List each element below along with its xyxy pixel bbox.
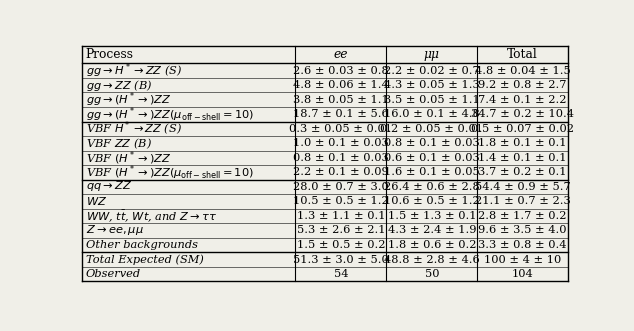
Text: 34.7 ± 0.2 ± 10.4: 34.7 ± 0.2 ± 10.4 [471, 109, 574, 119]
Text: 4.3 ± 0.05 ± 1.3: 4.3 ± 0.05 ± 1.3 [384, 80, 480, 90]
Text: Total: Total [507, 48, 538, 61]
Text: 1.8 ± 0.1 ± 0.1: 1.8 ± 0.1 ± 0.1 [479, 138, 567, 148]
Text: 3.7 ± 0.2 ± 0.1: 3.7 ± 0.2 ± 0.1 [479, 167, 567, 177]
Text: $gg \rightarrow (H^* \rightarrow)ZZ(\mu_{\mathrm{off-shell}} = 10)$: $gg \rightarrow (H^* \rightarrow)ZZ(\mu_… [86, 105, 254, 123]
Text: $gg \rightarrow ZZ$ (B): $gg \rightarrow ZZ$ (B) [86, 78, 152, 93]
Text: $gg \rightarrow H^* \rightarrow ZZ$ (S): $gg \rightarrow H^* \rightarrow ZZ$ (S) [86, 61, 182, 80]
Text: 28.0 ± 0.7 ± 3.0: 28.0 ± 0.7 ± 3.0 [293, 182, 389, 192]
Text: 1.8 ± 0.6 ± 0.2: 1.8 ± 0.6 ± 0.2 [387, 240, 476, 250]
Text: 10.6 ± 0.5 ± 1.2: 10.6 ± 0.5 ± 1.2 [384, 196, 480, 207]
Text: 5.3 ± 2.6 ± 2.1: 5.3 ± 2.6 ± 2.1 [297, 225, 385, 235]
Text: 0.8 ± 0.1 ± 0.03: 0.8 ± 0.1 ± 0.03 [293, 153, 389, 163]
Text: $WW$, $t\bar{t}$, $Wt$, and $Z \rightarrow \tau\tau$: $WW$, $t\bar{t}$, $Wt$, and $Z \rightarr… [86, 208, 217, 224]
Text: 104: 104 [512, 269, 534, 279]
Text: 3.5 ± 0.05 ± 1.1: 3.5 ± 0.05 ± 1.1 [384, 95, 480, 105]
Text: Total Expected (SM): Total Expected (SM) [86, 254, 204, 265]
Text: VBF $ZZ$ (B): VBF $ZZ$ (B) [86, 136, 152, 151]
Text: 48.8 ± 2.8 ± 4.6: 48.8 ± 2.8 ± 4.6 [384, 255, 480, 264]
Text: 0.2 ± 0.05 ± 0.01: 0.2 ± 0.05 ± 0.01 [380, 124, 483, 134]
Text: 1.3 ± 1.1 ± 0.1: 1.3 ± 1.1 ± 0.1 [297, 211, 385, 221]
Text: 100 ± 4 ± 10: 100 ± 4 ± 10 [484, 255, 561, 264]
Text: Process: Process [86, 48, 134, 61]
Text: 2.2 ± 0.02 ± 0.7: 2.2 ± 0.02 ± 0.7 [384, 66, 480, 76]
Text: μμ: μμ [424, 48, 440, 61]
Text: $WZ$: $WZ$ [86, 195, 107, 208]
Text: 2.8 ± 1.7 ± 0.2: 2.8 ± 1.7 ± 0.2 [479, 211, 567, 221]
Text: VBF $(H^* \rightarrow)ZZ$: VBF $(H^* \rightarrow)ZZ$ [86, 149, 171, 166]
Text: 3.3 ± 0.8 ± 0.4: 3.3 ± 0.8 ± 0.4 [479, 240, 567, 250]
Text: 1.5 ± 1.3 ± 0.1: 1.5 ± 1.3 ± 0.1 [387, 211, 476, 221]
Text: VBF $(H^* \rightarrow)ZZ(\mu_{\mathrm{off-shell}} = 10)$: VBF $(H^* \rightarrow)ZZ(\mu_{\mathrm{of… [86, 163, 254, 182]
Text: 54: 54 [333, 269, 348, 279]
Text: 51.3 ± 3.0 ± 5.0: 51.3 ± 3.0 ± 5.0 [293, 255, 389, 264]
Text: 0.6 ± 0.1 ± 0.03: 0.6 ± 0.1 ± 0.03 [384, 153, 480, 163]
Text: 16.0 ± 0.1 ± 4.8: 16.0 ± 0.1 ± 4.8 [384, 109, 480, 119]
Text: 50: 50 [425, 269, 439, 279]
Text: 10.5 ± 0.5 ± 1.2: 10.5 ± 0.5 ± 1.2 [293, 196, 389, 207]
Text: 26.4 ± 0.6 ± 2.8: 26.4 ± 0.6 ± 2.8 [384, 182, 480, 192]
Text: ee: ee [333, 48, 348, 61]
Text: $q\bar{q} \rightarrow ZZ$: $q\bar{q} \rightarrow ZZ$ [86, 180, 132, 194]
Text: 2.2 ± 0.1 ± 0.09: 2.2 ± 0.1 ± 0.09 [293, 167, 389, 177]
Text: 4.8 ± 0.06 ± 1.4: 4.8 ± 0.06 ± 1.4 [293, 80, 389, 90]
Text: $Z \rightarrow ee, \mu\mu$: $Z \rightarrow ee, \mu\mu$ [86, 223, 143, 237]
Text: 1.4 ± 0.1 ± 0.1: 1.4 ± 0.1 ± 0.1 [479, 153, 567, 163]
Text: VBF $H^* \rightarrow ZZ$ (S): VBF $H^* \rightarrow ZZ$ (S) [86, 120, 182, 138]
Text: 3.8 ± 0.05 ± 1.1: 3.8 ± 0.05 ± 1.1 [293, 95, 389, 105]
Text: 1.5 ± 0.5 ± 0.2: 1.5 ± 0.5 ± 0.2 [297, 240, 385, 250]
Text: $gg \rightarrow (H^* \rightarrow)ZZ$: $gg \rightarrow (H^* \rightarrow)ZZ$ [86, 90, 171, 109]
Text: 4.8 ± 0.04 ± 1.5: 4.8 ± 0.04 ± 1.5 [475, 66, 571, 76]
Text: 1.6 ± 0.1 ± 0.05: 1.6 ± 0.1 ± 0.05 [384, 167, 480, 177]
Text: 7.4 ± 0.1 ± 2.2: 7.4 ± 0.1 ± 2.2 [479, 95, 567, 105]
Text: 18.7 ± 0.1 ± 5.6: 18.7 ± 0.1 ± 5.6 [293, 109, 389, 119]
Text: 0.5 ± 0.07 ± 0.02: 0.5 ± 0.07 ± 0.02 [471, 124, 574, 134]
Text: 9.2 ± 0.8 ± 2.7: 9.2 ± 0.8 ± 2.7 [479, 80, 567, 90]
Text: Other backgrounds: Other backgrounds [86, 240, 198, 250]
Text: 21.1 ± 0.7 ± 2.3: 21.1 ± 0.7 ± 2.3 [475, 196, 571, 207]
Text: 2.6 ± 0.03 ± 0.8: 2.6 ± 0.03 ± 0.8 [293, 66, 389, 76]
Text: 1.0 ± 0.1 ± 0.03: 1.0 ± 0.1 ± 0.03 [293, 138, 389, 148]
Text: 54.4 ± 0.9 ± 5.7: 54.4 ± 0.9 ± 5.7 [475, 182, 571, 192]
Text: Observed: Observed [86, 269, 141, 279]
Text: 4.3 ± 2.4 ± 1.9: 4.3 ± 2.4 ± 1.9 [387, 225, 476, 235]
Text: 0.3 ± 0.05 ± 0.01: 0.3 ± 0.05 ± 0.01 [289, 124, 392, 134]
Text: 0.8 ± 0.1 ± 0.03: 0.8 ± 0.1 ± 0.03 [384, 138, 480, 148]
Text: 9.6 ± 3.5 ± 4.0: 9.6 ± 3.5 ± 4.0 [479, 225, 567, 235]
